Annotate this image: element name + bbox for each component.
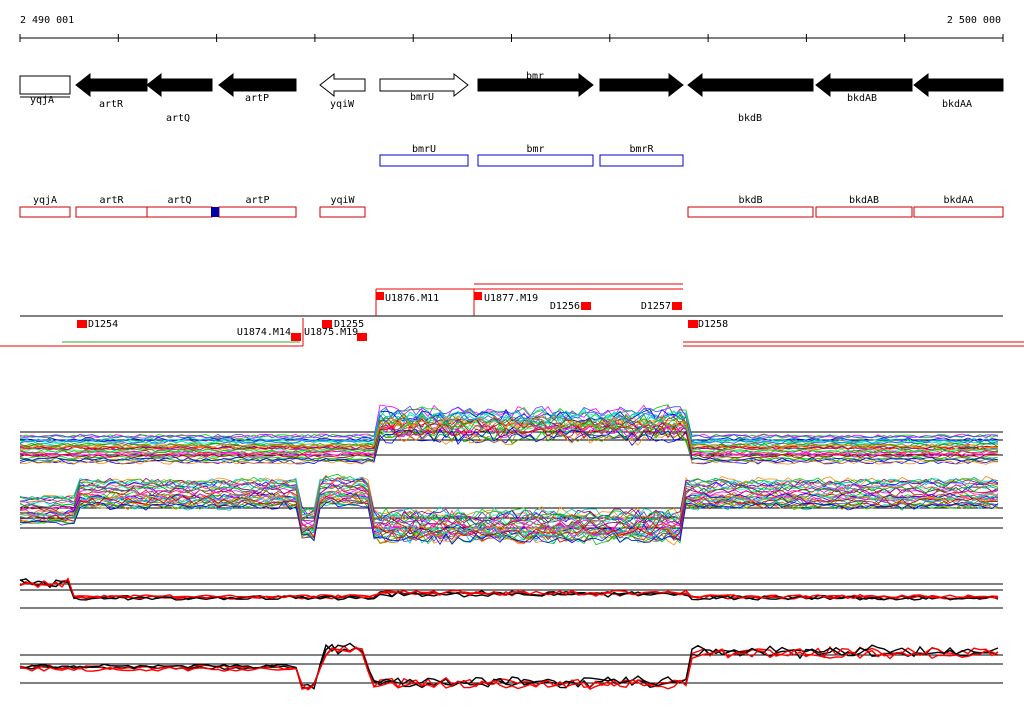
segment-marker (688, 320, 698, 328)
annotation-label: bkdAA (943, 195, 973, 206)
expression-trace (19, 430, 999, 465)
annotation-box (913, 206, 1004, 218)
gene-label: artP (245, 93, 269, 104)
gene-label: bmrU (410, 92, 434, 103)
expression-trace (19, 488, 999, 536)
expression-trace (19, 484, 999, 528)
annotation-box (19, 206, 71, 218)
segment-label: D1258 (698, 319, 728, 330)
segment-marker (672, 302, 682, 310)
expression-trace (19, 491, 999, 537)
segment-label: D1257 (641, 301, 671, 312)
segment-label: U1877.M19 (484, 293, 538, 304)
gene-arrow (599, 72, 684, 98)
gene-label: bmrR (628, 81, 653, 92)
expression-trace (19, 477, 999, 526)
gene-arrow (687, 72, 814, 98)
expression-trace (19, 407, 999, 443)
gene-label: bkdAB (847, 93, 877, 104)
expression-trace (19, 426, 999, 462)
gene-label: bkdAA (942, 99, 972, 110)
expression-trace (19, 413, 999, 448)
scale-ticks (19, 34, 1004, 42)
expression-trace (19, 491, 999, 537)
expression-trace (19, 492, 999, 540)
expression-trace (19, 498, 999, 546)
expression-trace (19, 419, 999, 454)
segment-label: D1254 (88, 319, 118, 330)
gene-arrow (218, 72, 297, 98)
gene-arrow (319, 72, 366, 98)
segment-label: U1876.M11 (385, 293, 439, 304)
expression-trace (19, 491, 999, 538)
operon-box (477, 154, 594, 167)
segment-label: D1255 (334, 319, 364, 330)
annotation-label: artQ (167, 195, 191, 206)
segment-marker (77, 320, 87, 328)
operon-label: bmr (526, 144, 544, 155)
operon-label: bmrU (412, 144, 436, 155)
expression-trace (19, 492, 999, 539)
gene-arrow (146, 72, 213, 98)
gene-label: yqiW (330, 99, 355, 110)
gene-arrow (19, 75, 71, 95)
segment-marker (581, 302, 591, 310)
gene-label: yqjA (30, 95, 54, 106)
gene-label: artR (99, 99, 124, 110)
segment-marker (322, 320, 332, 328)
expression-trace (19, 424, 999, 459)
expression-trace (19, 577, 999, 600)
annotation-label: bkdB (738, 195, 762, 206)
annotation-marker (211, 207, 219, 217)
expression-trace (19, 491, 999, 540)
gene-track: yqjA artR artQ artP yqiW bmrU bmr bmrR bkdB bkdAB… (19, 71, 1004, 124)
segment-marker (474, 292, 482, 300)
annotation-box (319, 206, 366, 218)
segment-label: D1256 (550, 301, 580, 312)
gene-arrow (477, 72, 594, 98)
annotation-label: artR (99, 195, 124, 206)
segment-label: U1874.M14 (237, 327, 291, 338)
expression-traces (19, 404, 1003, 691)
expression-trace (19, 405, 999, 439)
segment-marker (376, 292, 384, 300)
expression-trace (19, 414, 999, 449)
expression-trace (20, 642, 999, 690)
gene-arrow (815, 72, 913, 98)
expression-trace (19, 500, 999, 546)
gene-label: bkdB (738, 113, 762, 124)
annotation-track: yqjA artR artQ artP yqiW bkdB bkdAB bkdAA (19, 195, 1004, 218)
expression-trace (19, 421, 999, 456)
annotation-box (687, 206, 814, 218)
annotation-box (815, 206, 913, 218)
annotation-label: yqiW (330, 195, 355, 206)
gene-arrow (379, 72, 469, 98)
expression-trace (19, 412, 999, 448)
gene-label: bmr (526, 71, 544, 82)
operon-label: bmrR (629, 144, 654, 155)
operon-box (379, 154, 469, 167)
expression-trace (19, 646, 999, 691)
annotation-label: yqjA (33, 195, 57, 206)
scale-end: 2 500 000 (947, 15, 1001, 26)
operon-box (599, 154, 684, 167)
gene-label: artQ (166, 113, 190, 124)
scale-start: 2 490 001 (20, 15, 74, 26)
segment-marker (357, 333, 367, 341)
annotation-label: bkdAB (849, 195, 879, 206)
annotation-label: artP (245, 195, 269, 206)
expression-trace (19, 476, 999, 521)
segment-marker (291, 333, 301, 341)
operon-track: bmrU bmr bmrR (379, 144, 684, 167)
gene-arrow (75, 72, 148, 98)
gene-arrow (913, 72, 1004, 98)
segment-label: U1875.M19 (304, 327, 358, 338)
